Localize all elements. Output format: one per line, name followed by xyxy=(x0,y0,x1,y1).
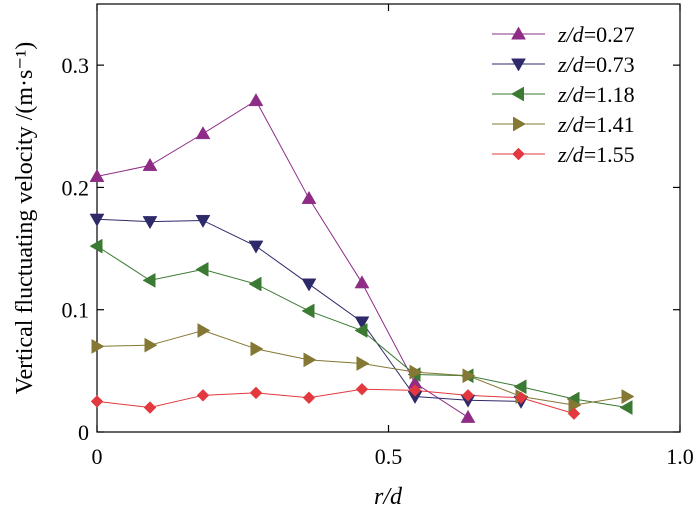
data-point-3-3 xyxy=(250,341,264,357)
data-point-4-4 xyxy=(302,391,316,405)
data-point-2-5 xyxy=(354,323,368,338)
y-tick-label: 0.2 xyxy=(62,175,90,200)
data-point-3-2 xyxy=(197,323,211,338)
data-point-3-4 xyxy=(303,352,317,368)
y-tick-label: 0.3 xyxy=(62,53,90,78)
y-tick-label: 0 xyxy=(78,420,89,445)
data-point-4-7 xyxy=(461,389,475,402)
series-lines xyxy=(96,99,628,418)
y-axis-label: Vertical fluctuating velocity /(m·s⁻¹) xyxy=(12,42,38,394)
axis-ticks: 0 0.5 1.0 0 0.1 0.2 0.3 xyxy=(62,4,694,469)
legend-label-3: z/d=1.41 xyxy=(557,112,635,137)
data-point-4-2 xyxy=(196,389,210,402)
data-point-2-8 xyxy=(513,379,527,395)
data-point-3-6 xyxy=(409,364,423,380)
data-point-2-2 xyxy=(195,261,209,277)
data-point-0-2 xyxy=(195,126,211,140)
data-point-0-0 xyxy=(89,168,105,182)
data-point-4-9 xyxy=(567,407,581,420)
series-markers xyxy=(89,93,635,423)
legend-marker-0 xyxy=(511,26,526,40)
legend-label-4: z/d=1.55 xyxy=(557,142,635,167)
data-point-3-7 xyxy=(462,368,476,384)
data-point-3-1 xyxy=(144,337,158,353)
legend-marker-1 xyxy=(511,58,526,72)
y-tick-label: 0.1 xyxy=(62,298,90,323)
data-point-4-3 xyxy=(249,386,263,400)
data-point-0-5 xyxy=(354,275,370,289)
legend: z/d=0.27 z/d=0.73 z/d=1.18 z/d=1.41 z/d=1.55 xyxy=(492,22,635,167)
x-tick-label: 1.0 xyxy=(666,444,694,469)
data-point-3-10 xyxy=(621,389,635,404)
data-point-3-5 xyxy=(356,356,370,371)
legend-marker-2 xyxy=(510,86,524,102)
series-line-4 xyxy=(96,388,575,415)
x-tick-label: 0.5 xyxy=(375,444,403,469)
data-point-1-2 xyxy=(195,214,211,228)
data-point-4-1 xyxy=(143,401,157,414)
data-point-4-0 xyxy=(90,395,104,408)
legend-label-0: z/d=0.27 xyxy=(557,22,635,47)
data-point-2-4 xyxy=(301,303,315,319)
legend-label-1: z/d=0.73 xyxy=(557,52,635,77)
legend-marker-4 xyxy=(512,147,525,161)
data-point-2-1 xyxy=(142,272,156,288)
x-tick-label: 0 xyxy=(92,444,103,469)
data-point-2-3 xyxy=(248,276,262,292)
data-point-1-3 xyxy=(248,240,264,254)
data-point-0-3 xyxy=(248,93,264,107)
data-point-4-6 xyxy=(408,384,422,397)
legend-label-2: z/d=1.18 xyxy=(557,82,635,107)
legend-marker-3 xyxy=(513,116,527,132)
data-point-4-5 xyxy=(355,382,369,396)
data-point-2-0 xyxy=(89,238,103,254)
data-point-0-7 xyxy=(460,409,476,423)
data-point-1-4 xyxy=(301,278,317,292)
data-point-2-10 xyxy=(619,400,633,415)
series-line-0 xyxy=(96,99,469,418)
data-point-1-0 xyxy=(89,213,105,227)
data-point-1-5 xyxy=(354,316,370,330)
data-point-1-1 xyxy=(142,216,158,230)
data-point-3-0 xyxy=(91,338,105,354)
data-point-0-4 xyxy=(301,190,317,204)
x-axis-label: r/d xyxy=(374,484,403,510)
data-point-4-8 xyxy=(514,391,528,405)
data-point-0-1 xyxy=(142,157,158,171)
